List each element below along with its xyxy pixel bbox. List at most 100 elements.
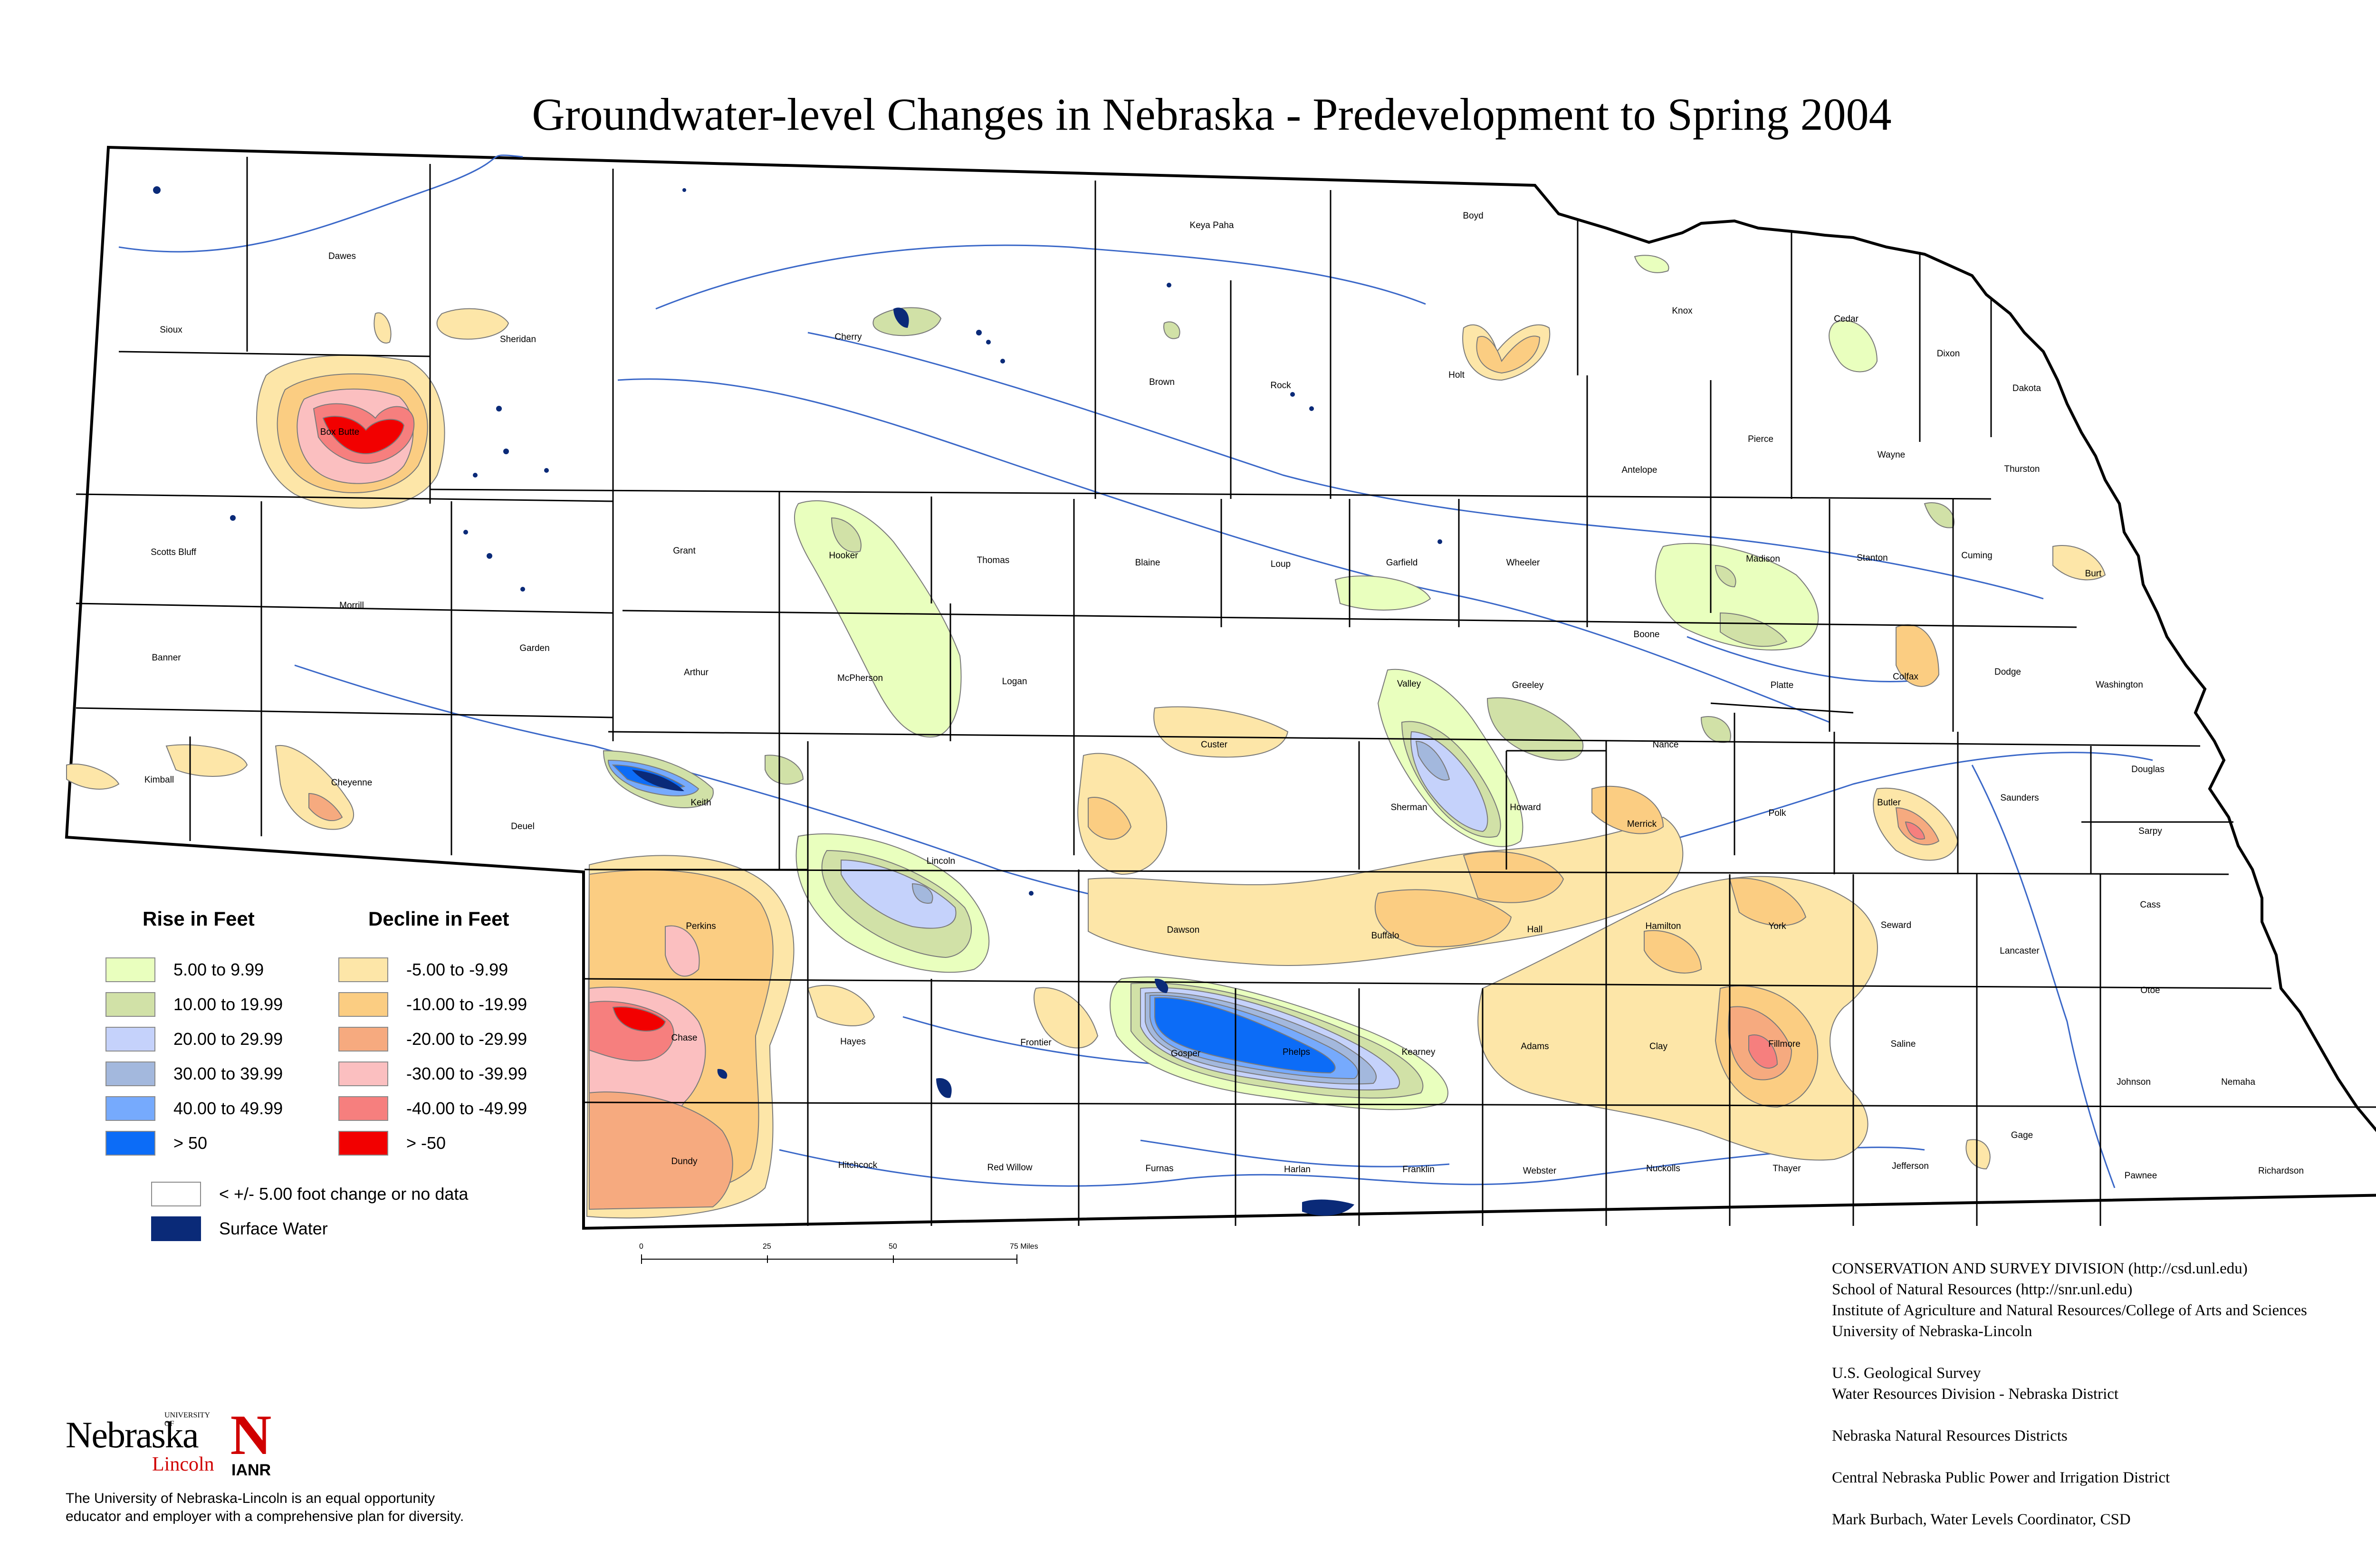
legend-label: -20.00 to -29.99 — [406, 1029, 527, 1049]
county-label: Garden — [519, 643, 549, 653]
county-label: Dixon — [1937, 349, 1960, 359]
legend-decline-title: Decline in Feet — [368, 908, 509, 930]
county-label: Butler — [1877, 798, 1901, 808]
county-label: Lincoln — [927, 856, 955, 866]
legend-swatch — [105, 957, 155, 982]
scale-tick-75-miles: 75 Miles — [1010, 1243, 1038, 1251]
credit-line: Institute of Agriculture and Natural Res… — [1832, 1302, 2307, 1319]
ianr-n-logo: N — [230, 1403, 272, 1466]
county-label: Thurston — [2004, 464, 2040, 474]
legend-rise-item: 20.00 to 29.99 — [105, 1027, 283, 1052]
legend-decline-item: -40.00 to -49.99 — [338, 1096, 527, 1121]
county-label: Loup — [1271, 559, 1291, 569]
county-label: Knox — [1672, 306, 1693, 316]
county-boundaries — [76, 157, 2376, 1226]
legend-label: < +/- 5.00 foot change or no data — [219, 1184, 469, 1204]
legend-label: Surface Water — [219, 1219, 328, 1238]
county-label: Merrick — [1627, 819, 1657, 829]
county-label: Washington — [2096, 680, 2143, 690]
county-label: Kimball — [144, 775, 174, 785]
county-label: Thayer — [1772, 1164, 1801, 1174]
credit-line: U.S. Geological Survey — [1832, 1365, 1981, 1382]
surface-water — [153, 186, 1442, 1216]
county-label: Stanton — [1857, 553, 1888, 563]
county-label: Sheridan — [500, 335, 536, 344]
county-label: Garfield — [1386, 558, 1418, 568]
legend-rise-item: 10.00 to 19.99 — [105, 992, 283, 1017]
unl-logo-nebraska: Nebraska — [66, 1414, 199, 1455]
county-label: Cedar — [1834, 314, 1859, 324]
unl-logo-univ-small: UNIVERSITY OF — [164, 1411, 210, 1428]
county-label: Sherman — [1390, 803, 1427, 813]
scale-tick-0: 0 — [639, 1243, 643, 1251]
county-label: Cass — [2140, 900, 2160, 910]
legend-no-change-item: < +/- 5.00 foot change or no data — [151, 1182, 468, 1206]
county-label: Madison — [1746, 554, 1780, 564]
county-label: Morrill — [339, 601, 364, 611]
credit-line: Nebraska Natural Resources Districts — [1832, 1427, 2068, 1444]
county-label: Dakota — [2012, 383, 2041, 393]
county-label: Blaine — [1135, 558, 1160, 568]
county-label: Arthur — [684, 668, 709, 678]
county-label: Hitchcock — [838, 1160, 878, 1170]
county-label: Pierce — [1748, 434, 1773, 444]
county-label: Custer — [1201, 740, 1228, 750]
county-label: Kearney — [1402, 1047, 1436, 1057]
credit-line: Central Nebraska Public Power and Irriga… — [1832, 1469, 2170, 1486]
legend-label: > 50 — [173, 1133, 208, 1153]
county-label: Dawson — [1167, 925, 1200, 935]
county-label: Polk — [1769, 808, 1786, 818]
county-label: Dodge — [1994, 667, 2021, 677]
legend-label: 10.00 to 19.99 — [173, 994, 283, 1014]
legend-rise-item: 40.00 to 49.99 — [105, 1096, 283, 1121]
legend-decline-item: -20.00 to -29.99 — [338, 1027, 527, 1052]
county-label: Saline — [1891, 1039, 1916, 1049]
legend-decline-item: -30.00 to -39.99 — [338, 1061, 527, 1086]
county-label: Deuel — [511, 822, 535, 832]
legend-label: 5.00 to 9.99 — [173, 960, 264, 979]
county-label: Adams — [1521, 1042, 1549, 1052]
county-label: McPherson — [837, 673, 883, 683]
legend-label: -10.00 to -19.99 — [406, 994, 527, 1014]
legend-label: -5.00 to -9.99 — [406, 960, 508, 979]
county-label: Cherry — [834, 332, 862, 342]
county-label: Dawes — [328, 251, 356, 261]
credit-line: Water Resources Division - Nebraska Dist… — [1832, 1386, 2119, 1403]
unl-logo: UNIVERSITY OF Nebraska Lincoln — [66, 1411, 218, 1482]
county-label: Webster — [1523, 1166, 1557, 1176]
county-label: Sarpy — [2138, 826, 2162, 836]
county-label: Harlan — [1284, 1165, 1311, 1175]
county-label: Logan — [1002, 677, 1027, 687]
county-label: Wheeler — [1506, 558, 1540, 568]
credit-line: University of Nebraska-Lincoln — [1832, 1323, 2032, 1340]
county-label: Cheyenne — [331, 778, 373, 788]
county-label: Hamilton — [1646, 921, 1681, 931]
legend-swatch — [105, 992, 155, 1017]
county-label: Nance — [1653, 740, 1679, 750]
county-label: Richardson — [2258, 1166, 2304, 1176]
credit-line: School of Natural Resources (http://snr.… — [1832, 1281, 2133, 1298]
legend-swatch — [338, 1096, 388, 1121]
county-label: Cuming — [1961, 551, 1992, 561]
ianr-label: IANR — [231, 1461, 271, 1479]
county-label: Red Willow — [987, 1163, 1032, 1173]
legend-swatch — [338, 1061, 388, 1086]
county-label: York — [1768, 921, 1786, 931]
county-label: Holt — [1448, 370, 1465, 380]
legend-swatch — [105, 1096, 155, 1121]
county-label: Sioux — [160, 325, 182, 335]
svg-text:N: N — [230, 1403, 272, 1466]
legend-swatch — [105, 1061, 155, 1086]
legend-label: -30.00 to -39.99 — [406, 1064, 527, 1083]
county-label: Greeley — [1512, 680, 1544, 690]
county-label: Burt — [2085, 569, 2102, 579]
county-label: Wayne — [1878, 450, 1905, 460]
county-label: Rock — [1270, 381, 1291, 391]
county-label: Nemaha — [2221, 1077, 2255, 1087]
county-label: Lancaster — [2000, 946, 2040, 956]
county-label: Frontier — [1020, 1038, 1052, 1048]
county-label: Brown — [1149, 377, 1175, 387]
county-label: Franklin — [1402, 1165, 1435, 1175]
scale-tick-50: 50 — [889, 1243, 897, 1251]
